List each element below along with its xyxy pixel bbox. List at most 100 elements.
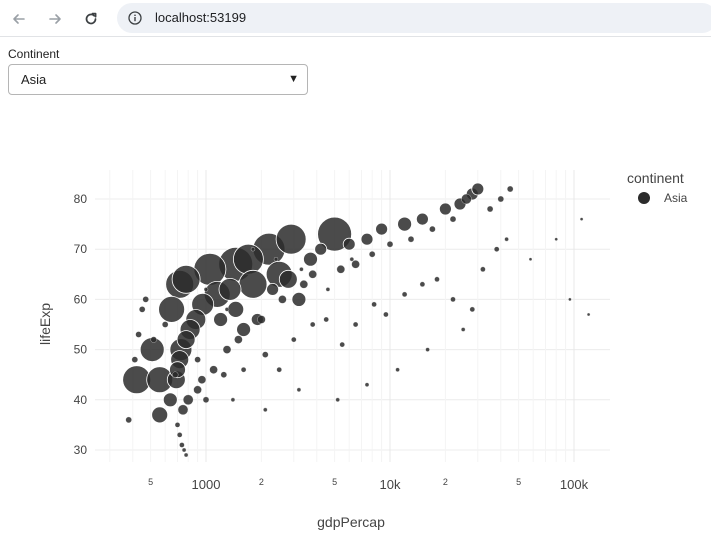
data-point[interactable]: [291, 336, 297, 343]
data-point[interactable]: [554, 237, 558, 241]
legend[interactable]: continent Asia: [627, 170, 688, 205]
data-point[interactable]: [224, 307, 230, 312]
data-point[interactable]: [209, 365, 218, 374]
data-point[interactable]: [339, 341, 345, 348]
data-point[interactable]: [461, 193, 472, 205]
data-point[interactable]: [203, 287, 209, 292]
data-point[interactable]: [176, 330, 196, 350]
data-point[interactable]: [296, 387, 302, 392]
data-point[interactable]: [234, 335, 243, 344]
legend-item-asia[interactable]: Asia: [638, 191, 688, 205]
data-point[interactable]: [171, 264, 201, 294]
data-point[interactable]: [342, 237, 356, 251]
data-point[interactable]: [469, 306, 475, 313]
data-point[interactable]: [336, 265, 345, 274]
data-point[interactable]: [335, 397, 340, 402]
data-point[interactable]: [179, 442, 185, 448]
data-point[interactable]: [371, 301, 377, 308]
data-point[interactable]: [131, 356, 138, 363]
data-point[interactable]: [579, 217, 584, 221]
data-point[interactable]: [349, 257, 354, 262]
data-point[interactable]: [461, 327, 466, 332]
data-point[interactable]: [220, 371, 227, 378]
data-point[interactable]: [299, 280, 308, 289]
data-point[interactable]: [434, 276, 440, 282]
data-point[interactable]: [236, 322, 252, 337]
data-point[interactable]: [125, 416, 132, 424]
data-point[interactable]: [425, 347, 430, 352]
reload-button[interactable]: [78, 6, 104, 32]
data-point[interactable]: [162, 321, 169, 328]
data-point[interactable]: [181, 447, 187, 453]
data-point[interactable]: [197, 375, 207, 384]
data-point[interactable]: [263, 407, 268, 412]
data-point[interactable]: [139, 306, 146, 313]
data-point[interactable]: [360, 232, 374, 246]
data-point[interactable]: [497, 195, 504, 203]
data-point[interactable]: [232, 243, 264, 275]
data-point[interactable]: [278, 269, 298, 289]
data-point[interactable]: [262, 351, 269, 358]
data-point[interactable]: [323, 316, 329, 323]
data-point[interactable]: [471, 182, 485, 196]
data-point[interactable]: [275, 223, 307, 255]
info-icon[interactable]: [128, 11, 142, 25]
data-point[interactable]: [183, 452, 189, 458]
data-point[interactable]: [177, 432, 183, 438]
data-point[interactable]: [230, 397, 236, 402]
data-point[interactable]: [158, 295, 186, 323]
data-point[interactable]: [352, 321, 359, 328]
data-point[interactable]: [429, 225, 436, 233]
data-point[interactable]: [250, 247, 256, 252]
data-point[interactable]: [397, 216, 413, 232]
url-text[interactable]: localhost:53199: [155, 10, 247, 25]
data-point[interactable]: [238, 269, 268, 299]
data-point[interactable]: [504, 237, 509, 242]
data-point[interactable]: [193, 385, 202, 394]
data-point[interactable]: [273, 257, 279, 262]
data-point[interactable]: [486, 205, 494, 213]
data-point[interactable]: [222, 345, 232, 354]
data-point[interactable]: [375, 222, 389, 236]
data-point[interactable]: [415, 212, 429, 226]
data-point[interactable]: [276, 367, 282, 373]
forward-button[interactable]: [42, 6, 68, 32]
data-point[interactable]: [194, 356, 201, 363]
data-point[interactable]: [150, 336, 157, 343]
data-point[interactable]: [586, 312, 591, 317]
back-button[interactable]: [6, 6, 32, 32]
data-point[interactable]: [383, 311, 389, 318]
data-point[interactable]: [174, 422, 181, 428]
data-point[interactable]: [291, 291, 307, 307]
data-point[interactable]: [299, 267, 304, 272]
data-point[interactable]: [257, 315, 266, 324]
data-point[interactable]: [303, 251, 318, 267]
data-point[interactable]: [135, 331, 142, 338]
data-point[interactable]: [183, 394, 194, 405]
data-point[interactable]: [310, 321, 316, 328]
data-point[interactable]: [142, 296, 149, 303]
data-point[interactable]: [438, 202, 452, 216]
data-point[interactable]: [407, 236, 415, 243]
data-point[interactable]: [364, 382, 370, 387]
data-point[interactable]: [151, 406, 169, 424]
data-point[interactable]: [386, 241, 394, 248]
data-point[interactable]: [528, 257, 533, 261]
data-point[interactable]: [172, 371, 179, 378]
data-point[interactable]: [568, 297, 572, 302]
data-point[interactable]: [202, 396, 210, 403]
data-point[interactable]: [162, 392, 178, 408]
data-point[interactable]: [278, 295, 287, 304]
continent-dropdown[interactable]: Asia ▼: [8, 64, 308, 95]
data-point[interactable]: [450, 296, 456, 303]
data-point[interactable]: [480, 266, 486, 272]
data-point[interactable]: [314, 242, 328, 256]
data-point[interactable]: [494, 246, 500, 252]
data-point[interactable]: [266, 282, 280, 296]
data-point[interactable]: [395, 367, 400, 372]
data-point[interactable]: [449, 215, 457, 223]
data-point[interactable]: [308, 270, 317, 279]
data-point[interactable]: [240, 367, 247, 373]
data-point[interactable]: [177, 404, 189, 415]
data-point[interactable]: [218, 277, 242, 301]
